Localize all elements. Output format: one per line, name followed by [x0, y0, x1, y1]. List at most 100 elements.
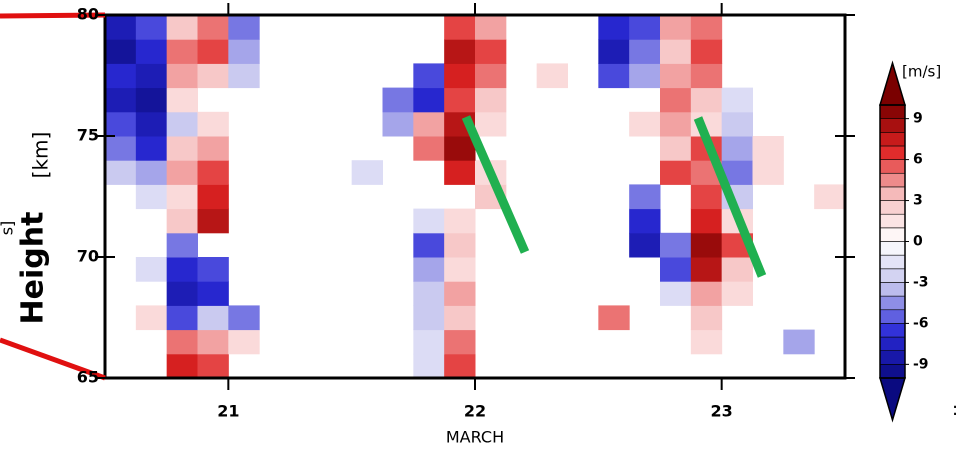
zoom-line — [0, 12, 106, 19]
heatmap-cell — [413, 329, 445, 355]
heatmap-cell — [197, 15, 229, 40]
colorbar-tick-label: 3 — [913, 193, 923, 209]
heatmap-cell — [690, 15, 723, 40]
heatmap-cell — [197, 281, 229, 306]
heatmap-cell — [598, 63, 630, 89]
heatmap-cell — [814, 184, 846, 210]
colorbar-tick-label: -6 — [913, 315, 929, 331]
heatmap-cell — [166, 87, 198, 113]
heatmap-cell — [382, 111, 414, 137]
heatmap-cell — [135, 39, 168, 64]
heatmap-cell — [444, 281, 476, 306]
fragment-text: : — [952, 399, 958, 420]
colorbar-tick-label: -3 — [913, 274, 929, 290]
colorbar-bin — [879, 295, 906, 311]
heatmap-cell — [690, 281, 723, 306]
x-tick-label: 23 — [711, 402, 733, 421]
heatmap-cell — [413, 136, 445, 161]
heatmap-cell — [752, 160, 784, 185]
heatmap-cell — [413, 353, 445, 379]
heatmap-cell — [444, 87, 476, 113]
heatmap-cell — [475, 87, 507, 113]
heatmap-cell — [629, 208, 661, 234]
heatmap-cell — [135, 111, 168, 137]
heatmap-cell — [444, 15, 476, 40]
heatmap-cell — [105, 160, 137, 185]
heatmap-cell — [135, 257, 168, 282]
heatmap-cell — [598, 15, 630, 40]
heatmap-cell — [690, 39, 723, 64]
heatmap-cell — [690, 63, 723, 89]
heatmap-cell — [444, 39, 476, 64]
heatmap-cell — [228, 329, 260, 355]
heatmap-cell — [105, 111, 137, 137]
heatmap-cell — [475, 39, 507, 64]
heatmap-cell — [690, 305, 723, 331]
colorbar-bin — [879, 213, 906, 229]
heatmap-cell — [444, 329, 476, 355]
colorbar-bin — [879, 132, 906, 147]
heatmap-cell — [444, 63, 476, 89]
heatmap-cell — [135, 87, 168, 113]
heatmap-cell — [721, 281, 753, 306]
colorbar-bin — [879, 227, 906, 242]
x-tick-label: 21 — [217, 402, 239, 421]
heatmap-cell — [228, 63, 260, 89]
heatmap-cell — [413, 257, 445, 282]
heatmap-cell — [228, 15, 260, 40]
heatmap-cell — [197, 39, 229, 64]
heatmap-cell — [660, 15, 692, 40]
heatmap-cell — [166, 305, 198, 331]
heatmap-cell — [629, 184, 661, 210]
heatmap-cell — [166, 184, 198, 210]
heatmap-cell — [105, 15, 137, 40]
heatmap-cell — [197, 63, 229, 89]
heatmap-cell — [197, 208, 229, 234]
heatmap-cell — [690, 329, 723, 355]
heatmap-cell — [197, 160, 229, 185]
colorbar-bin — [879, 145, 906, 160]
heatmap-cell — [629, 39, 661, 64]
heatmap-cell — [413, 111, 445, 137]
colorbar-bin — [879, 241, 906, 256]
heatmap-cell — [444, 136, 476, 161]
heatmap-cell — [660, 160, 692, 185]
heatmap-cell — [166, 39, 198, 64]
heatmap-cell — [166, 15, 198, 40]
heatmap-cell — [660, 136, 692, 161]
heatmap-cell — [135, 160, 168, 185]
heatmap-cell — [135, 15, 168, 40]
colorbar-bin — [879, 186, 906, 201]
colorbar-bin — [879, 282, 906, 297]
y-tick-label: 80 — [77, 5, 99, 24]
heatmap-cell — [166, 208, 198, 234]
heatmap-cell — [413, 232, 445, 258]
heatmap-cell — [629, 111, 661, 137]
heatmap-cell — [197, 305, 229, 331]
heatmap-cells — [105, 15, 846, 379]
heatmap-cell — [197, 111, 229, 137]
heatmap-cell — [721, 257, 753, 282]
heatmap-cell — [475, 15, 507, 40]
x-tick-label: 22 — [464, 402, 486, 421]
heatmap-cell — [444, 353, 476, 379]
y-axis-label: Height — [16, 212, 51, 325]
heatmap-cell — [660, 39, 692, 64]
heatmap-cell — [166, 329, 198, 355]
heatmap-cell — [690, 87, 723, 113]
heatmap-cell — [444, 208, 476, 234]
y-tick-label: 65 — [77, 368, 99, 387]
heatmap-cell — [351, 160, 383, 185]
heatmap-cell — [166, 281, 198, 306]
heatmap-cell — [105, 87, 137, 113]
heatmap-cell — [166, 160, 198, 185]
heatmap-cell — [166, 257, 198, 282]
heatmap-cell — [382, 87, 414, 113]
heatmap-cell — [598, 39, 630, 64]
colorbar-bin — [879, 254, 906, 270]
heatmap-cell — [197, 329, 229, 355]
heatmap-cell — [166, 111, 198, 137]
heatmap-cell — [197, 257, 229, 282]
heatmap-cell — [660, 87, 692, 113]
colorbar-extend — [878, 377, 907, 423]
